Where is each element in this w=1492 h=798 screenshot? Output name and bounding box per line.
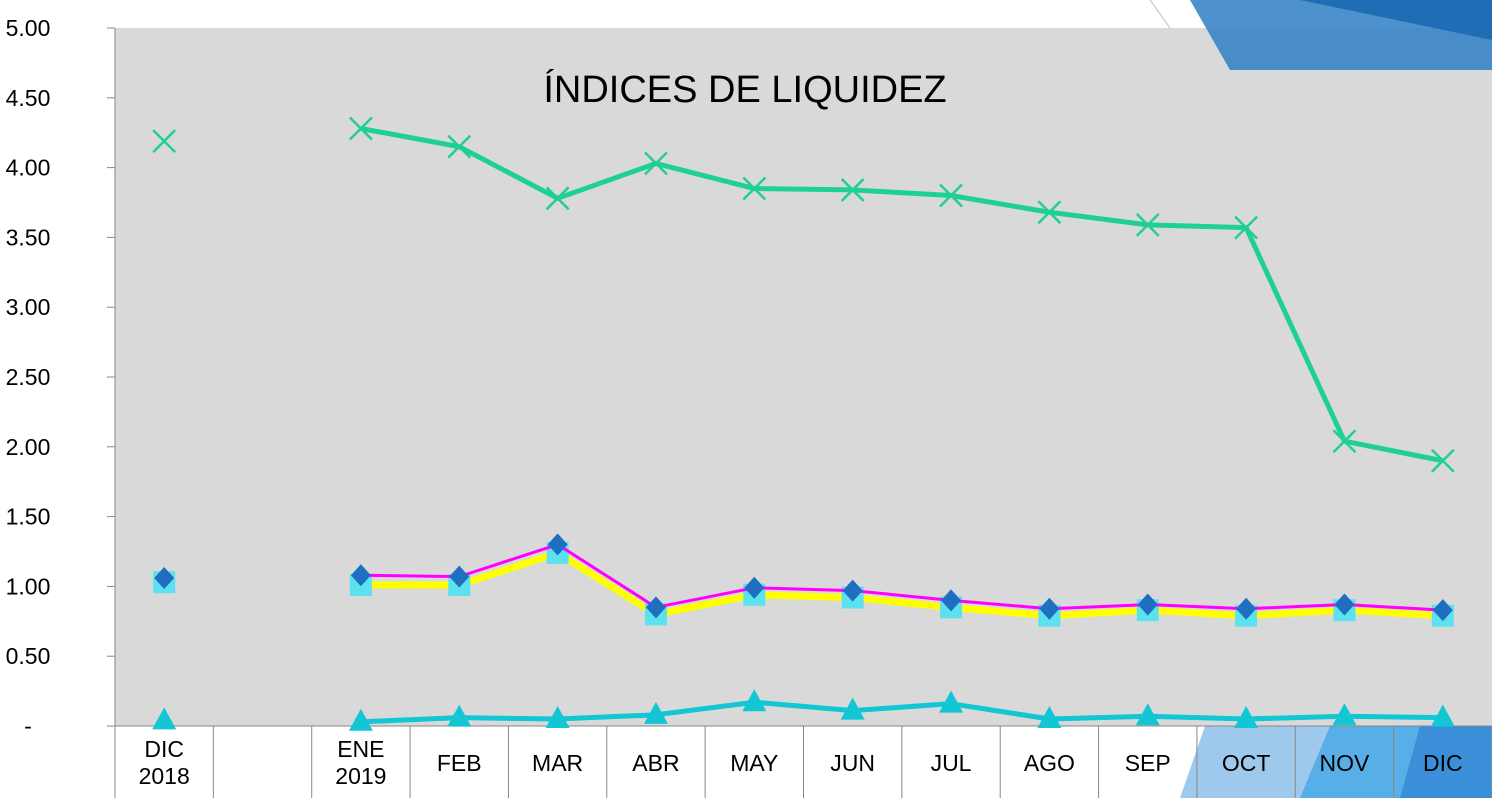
marker [1236,597,1257,620]
series [154,533,1453,622]
marker [1037,200,1062,225]
y-tick-label: 2.00 [6,434,51,460]
marker [941,589,962,612]
x-tick-label: NOV [1319,749,1370,776]
marker [154,567,175,590]
marker [547,533,568,556]
marker [1234,215,1258,240]
marker [742,689,767,712]
y-tick-label: 3.00 [6,294,51,320]
y-tick-label: 3.50 [6,224,51,250]
marker [644,151,668,176]
marker [447,704,472,727]
marker [350,564,371,587]
x-tick-label: MAY [730,749,779,776]
y-tick-label: 1.50 [6,504,51,530]
series [152,116,1455,473]
marker [643,701,668,724]
marker [742,176,767,201]
marker [349,116,373,141]
y-tick-label: 4.50 [6,85,51,111]
series-line [360,126,1444,464]
series-line [360,699,1443,725]
marker [842,579,863,602]
y-tick-label: 4.00 [6,155,51,181]
x-tick-label: DIC 2018 [138,736,190,789]
marker [1234,706,1259,729]
marker [645,596,666,619]
x-tick-label: JUN [830,749,876,776]
y-tick-label: - [24,713,32,739]
marker [1137,593,1158,616]
marker [939,690,964,713]
marker [447,134,472,159]
y-tick-label: 5.00 [6,15,51,41]
marker [1334,593,1355,616]
x-tick-label: DIC [1423,749,1463,776]
marker [1430,448,1455,473]
marker [152,129,177,153]
marker [152,707,177,730]
marker [1039,597,1060,620]
x-tick-label: FEB [436,749,482,776]
x-tick-label: AGO [1023,749,1075,776]
x-tick-label: SEP [1124,749,1171,776]
marker [840,697,865,720]
y-tick-label: 1.00 [6,573,51,599]
decoration [1149,0,1492,798]
series-line [360,543,1443,612]
marker [1332,429,1357,454]
marker [449,565,470,588]
series [152,689,1455,731]
y-tick-label: 0.50 [6,643,51,669]
marker [1430,704,1455,727]
marker [1432,599,1453,622]
marker [1135,703,1160,726]
chart-title: ÍNDICES DE LIQUIDEZ [543,68,946,111]
marker [1135,212,1160,237]
x-tick-label: OCT [1221,749,1271,776]
x-tick-label: JUL [930,749,972,776]
plot-area [115,28,1492,726]
marker [744,576,765,599]
marker [939,183,963,208]
marker [1037,706,1062,729]
marker [545,186,570,211]
x-tick-label: ENE 2019 [335,736,387,789]
marker [840,178,865,202]
marker [545,706,570,729]
y-tick-label: 2.50 [6,364,51,390]
x-tick-label: MAR [532,749,584,776]
marker [1332,703,1357,726]
x-tick-label: ABR [632,749,680,776]
marker [348,708,373,731]
series-line [360,549,1444,620]
